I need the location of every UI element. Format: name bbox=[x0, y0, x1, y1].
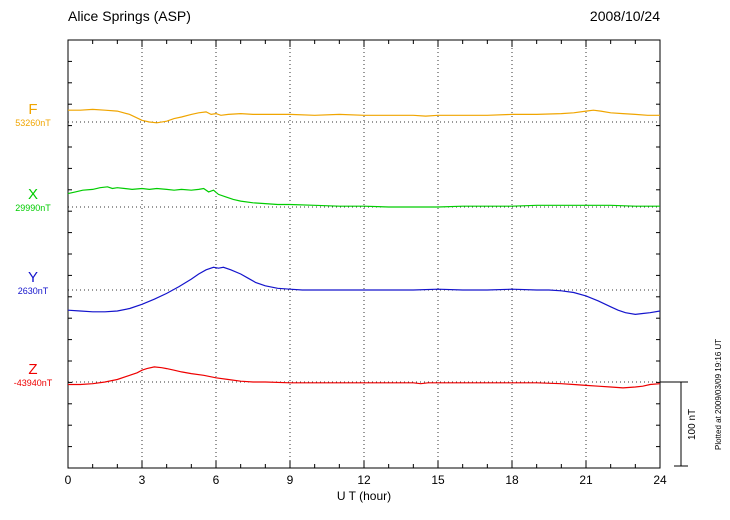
plotted-at-note: Plotted at 2009/03/09 19:16 UT bbox=[714, 338, 723, 451]
trace-name-y: Y bbox=[27, 269, 38, 286]
x-tick-label: 9 bbox=[287, 473, 294, 487]
x-tick-label: 0 bbox=[65, 473, 72, 487]
x-tick-label: 21 bbox=[579, 473, 593, 487]
trace-baseline-value-z: -43940nT bbox=[13, 378, 53, 388]
x-tick-label: 6 bbox=[213, 473, 220, 487]
trace-label-z: Z -43940nT bbox=[2, 362, 64, 389]
trace-label-y: Y 2630nT bbox=[2, 270, 64, 297]
trace-baseline-value-x: 29990nT bbox=[15, 203, 51, 213]
x-tick-label: 24 bbox=[653, 473, 667, 487]
trace-name-f: F bbox=[28, 101, 38, 118]
trace-baseline-value-y: 2630nT bbox=[17, 286, 49, 296]
x-tick-label: 12 bbox=[357, 473, 371, 487]
plot-date: 2008/10/24 bbox=[589, 8, 660, 24]
trace-Y bbox=[67, 266, 661, 316]
trace-label-x: X 29990nT bbox=[2, 187, 64, 214]
station-title: Alice Springs (ASP) bbox=[68, 8, 191, 24]
trace-name-z: Z bbox=[28, 361, 38, 378]
x-tick-label: 15 bbox=[431, 473, 445, 487]
x-axis-label: U T (hour) bbox=[336, 489, 392, 503]
x-tick-label: 18 bbox=[505, 473, 519, 487]
trace-F bbox=[68, 108, 660, 124]
trace-Z bbox=[68, 366, 661, 389]
trace-baseline-value-f: 53260nT bbox=[15, 118, 51, 128]
trace-name-x: X bbox=[27, 186, 38, 203]
trace-label-f: F 53260nT bbox=[2, 102, 64, 129]
trace-X bbox=[67, 186, 660, 208]
scale-bar-label: 100 nT bbox=[687, 408, 698, 440]
x-tick-label: 3 bbox=[139, 473, 146, 487]
